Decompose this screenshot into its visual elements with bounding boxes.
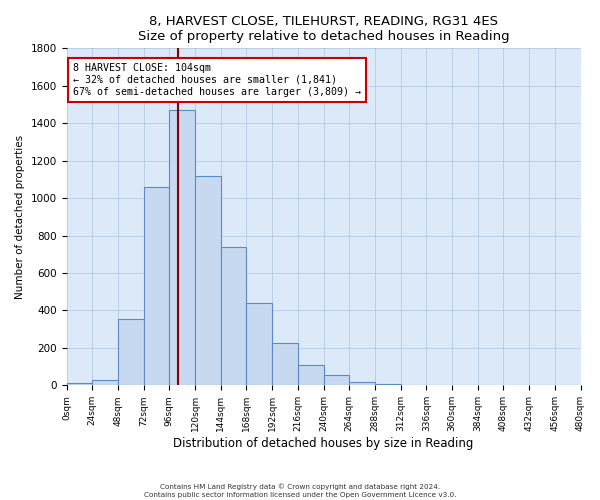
Bar: [169, 110, 195, 386]
Bar: [272, 343, 298, 386]
X-axis label: Distribution of detached houses by size in Reading: Distribution of detached houses by size …: [173, 437, 474, 450]
Text: Contains HM Land Registry data © Crown copyright and database right 2024.
Contai: Contains HM Land Registry data © Crown c…: [144, 484, 456, 498]
Bar: [247, 303, 272, 386]
Text: 8 HARVEST CLOSE: 104sqm
← 32% of detached houses are smaller (1,841)
67% of semi: 8 HARVEST CLOSE: 104sqm ← 32% of detache…: [73, 64, 361, 96]
Bar: [118, 319, 143, 386]
Bar: [375, 384, 401, 386]
Title: 8, HARVEST CLOSE, TILEHURST, READING, RG31 4ES
Size of property relative to deta: 8, HARVEST CLOSE, TILEHURST, READING, RG…: [138, 15, 509, 43]
Bar: [92, 380, 118, 386]
Bar: [298, 365, 323, 386]
Y-axis label: Number of detached properties: Number of detached properties: [15, 135, 25, 299]
Bar: [143, 187, 169, 386]
Bar: [221, 247, 247, 386]
Bar: [195, 176, 221, 386]
Bar: [323, 375, 349, 386]
Bar: [349, 382, 375, 386]
Bar: [67, 382, 92, 386]
